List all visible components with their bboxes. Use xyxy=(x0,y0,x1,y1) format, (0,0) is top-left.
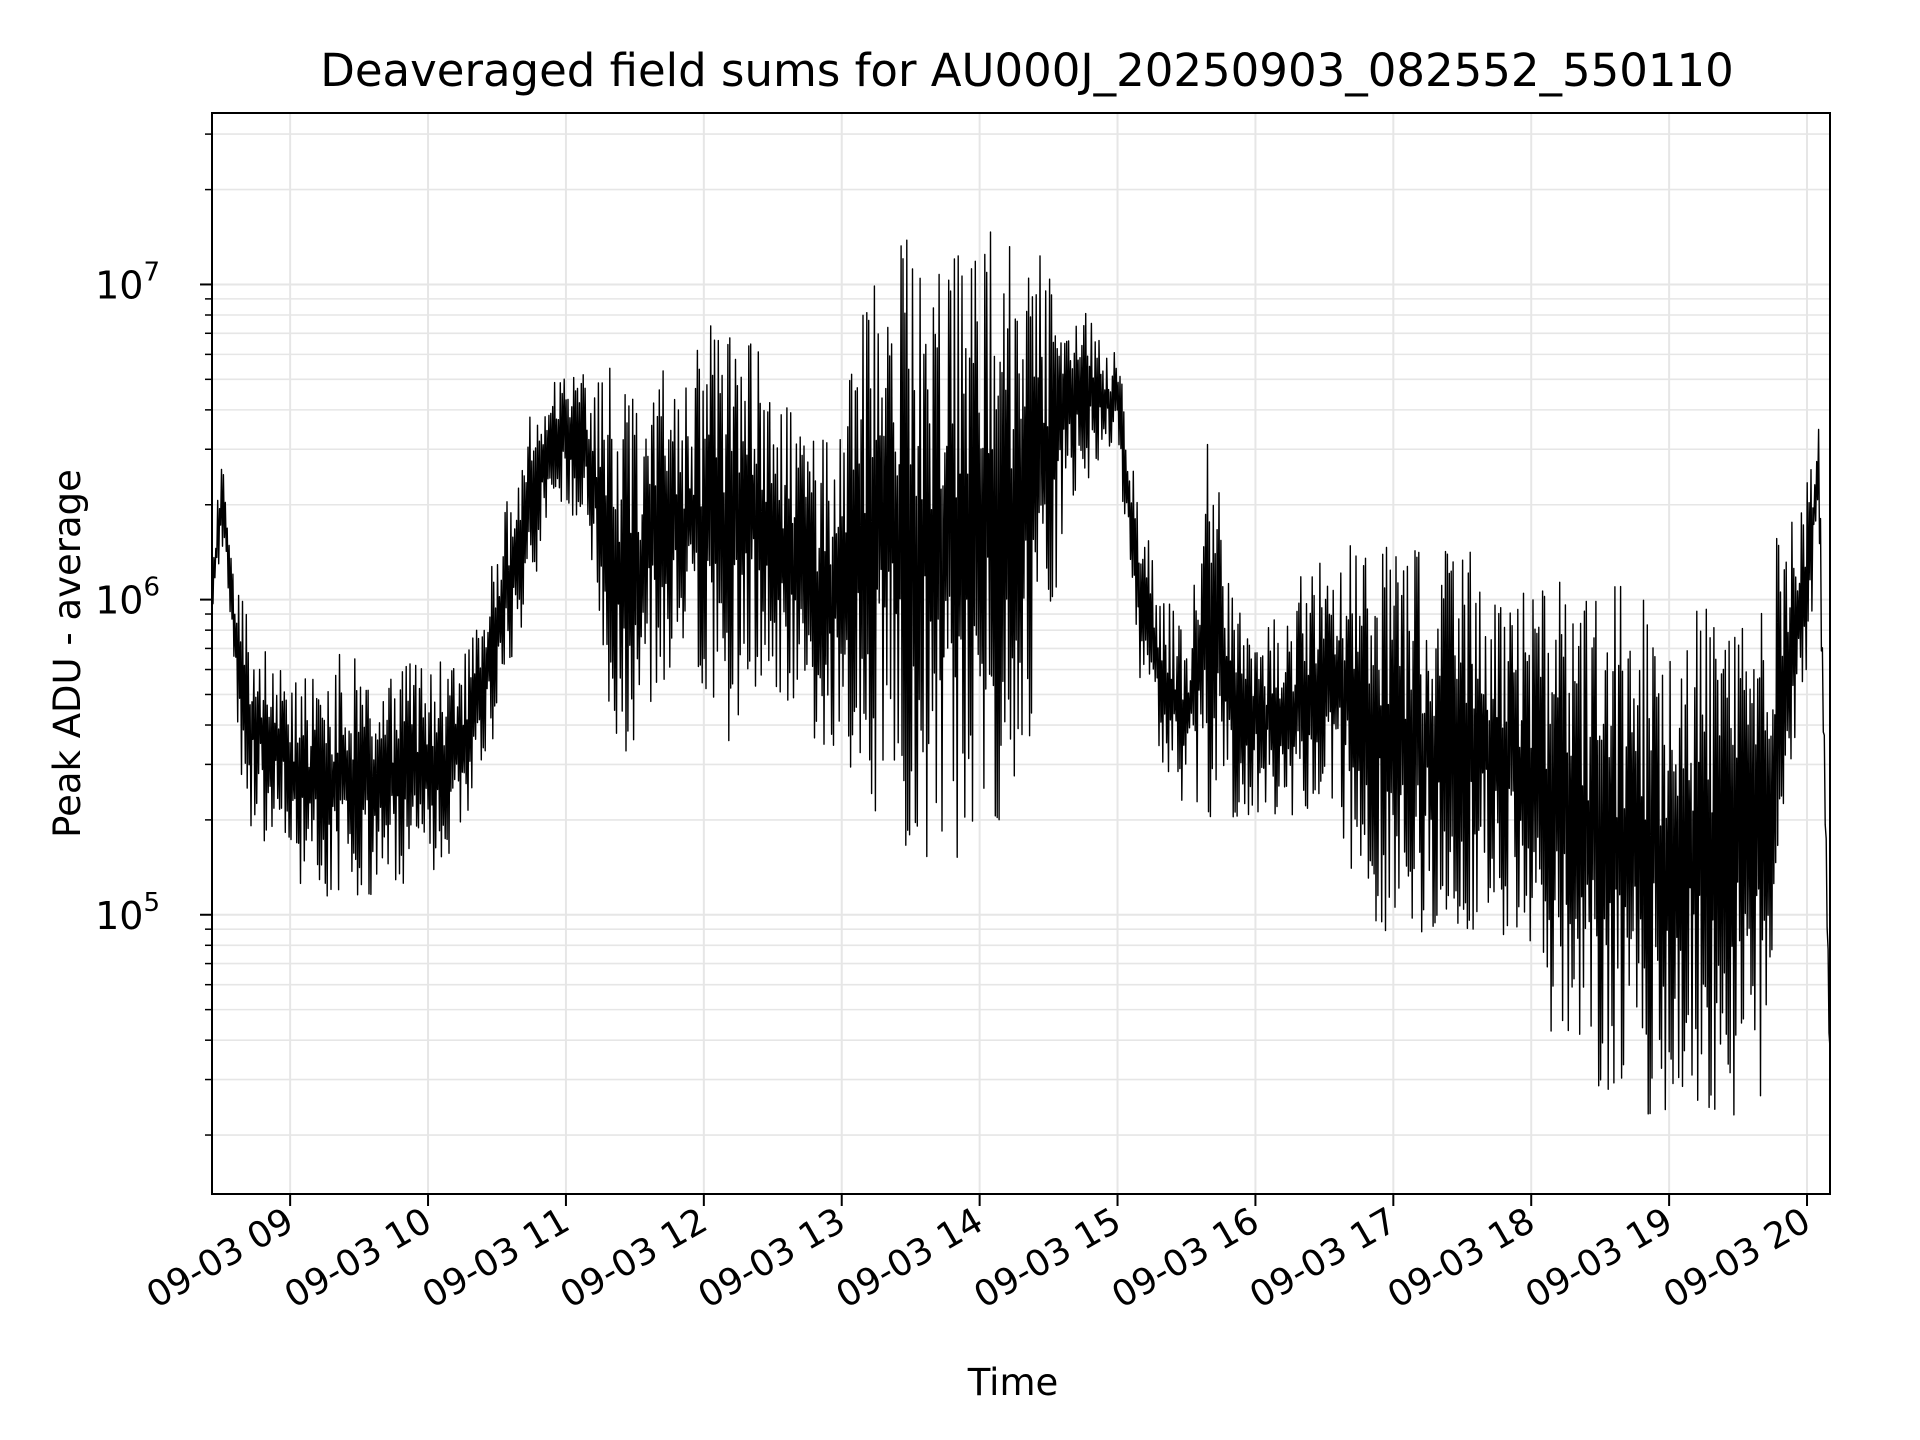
y-tick-label: 107 xyxy=(95,257,160,307)
y-tick-exponent: 5 xyxy=(143,888,160,918)
x-axis-label: Time xyxy=(967,1361,1059,1404)
y-tick-base: 10 xyxy=(95,263,143,307)
plot-frame xyxy=(211,112,1831,1195)
series-line-group xyxy=(211,231,1831,1116)
y-tick-base: 10 xyxy=(95,894,143,938)
y-axis-label: Peak ADU - average xyxy=(46,469,89,838)
y-tick-base: 10 xyxy=(95,579,143,623)
y-tick-label: 106 xyxy=(95,573,160,623)
y-tick-label: 105 xyxy=(95,888,160,938)
chart-title: Deaveraged field sums for AU000J_2025090… xyxy=(320,44,1734,97)
y-tick-exponent: 7 xyxy=(143,257,160,287)
y-tick-exponent: 6 xyxy=(143,573,160,603)
series-line xyxy=(211,231,1831,1116)
